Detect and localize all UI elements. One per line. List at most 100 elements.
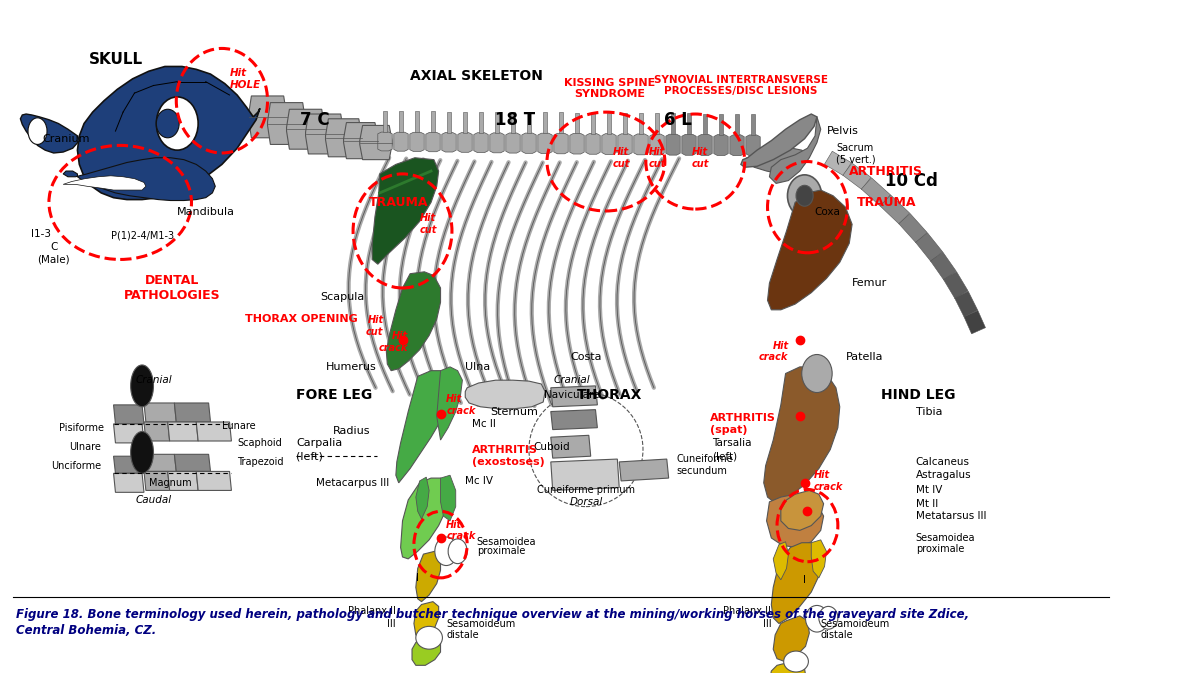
- Text: 7 C: 7 C: [300, 110, 330, 129]
- Polygon shape: [770, 117, 820, 184]
- Polygon shape: [306, 114, 344, 154]
- Text: P(1)2-4/M1-3: P(1)2-4/M1-3: [111, 230, 174, 241]
- Text: (left): (left): [297, 451, 322, 461]
- Polygon shape: [551, 459, 619, 491]
- Text: Naviculare: Naviculare: [544, 391, 599, 400]
- Text: Scaphoid: Scaphoid: [237, 438, 281, 448]
- Text: ARTHRITIS
(spat): ARTHRITIS (spat): [710, 413, 776, 435]
- Polygon shape: [78, 66, 260, 199]
- Polygon shape: [400, 478, 448, 559]
- Text: I: I: [417, 573, 419, 583]
- Text: Phalanx II: Phalanx II: [724, 606, 771, 616]
- Text: Dorsal: Dorsal: [570, 497, 603, 507]
- Polygon shape: [591, 112, 596, 134]
- Text: SYNOVIAL INTERTRANSVERSE
PROCESSES/DISC LESIONS: SYNOVIAL INTERTRANSVERSE PROCESSES/DISC …: [654, 75, 827, 97]
- Text: Scapula: Scapula: [320, 293, 365, 302]
- Text: Hit
cut: Hit cut: [366, 315, 384, 337]
- Polygon shape: [681, 135, 697, 155]
- Text: proximale: proximale: [477, 546, 525, 556]
- Text: Mandibula: Mandibula: [177, 207, 234, 217]
- Text: Metacarpus III: Metacarpus III: [315, 478, 390, 488]
- Text: secundum: secundum: [677, 466, 727, 476]
- Text: Sesamoidea: Sesamoidea: [916, 533, 976, 543]
- Text: Cuneiforme primum: Cuneiforme primum: [537, 486, 634, 495]
- Polygon shape: [431, 112, 435, 132]
- Polygon shape: [824, 151, 851, 176]
- Polygon shape: [174, 403, 211, 422]
- Polygon shape: [955, 291, 978, 317]
- Polygon shape: [426, 132, 440, 152]
- Text: Cuneiforme: Cuneiforme: [677, 454, 733, 464]
- Text: ARTHRITIS: ARTHRITIS: [850, 164, 923, 177]
- Polygon shape: [780, 491, 824, 531]
- Text: I: I: [803, 575, 806, 585]
- Polygon shape: [771, 543, 820, 624]
- Text: Hit
cut: Hit cut: [691, 147, 709, 168]
- Text: distale: distale: [446, 630, 479, 640]
- Polygon shape: [344, 123, 378, 159]
- Text: III: III: [387, 618, 395, 629]
- Text: TRAUMA: TRAUMA: [857, 196, 917, 209]
- Polygon shape: [719, 114, 723, 135]
- Polygon shape: [479, 112, 484, 132]
- Polygon shape: [633, 134, 649, 155]
- Text: Cuboid: Cuboid: [533, 442, 570, 452]
- Text: Patella: Patella: [845, 353, 883, 362]
- Polygon shape: [698, 135, 712, 155]
- Text: ARTHRITIS
(exostoses): ARTHRITIS (exostoses): [472, 446, 545, 467]
- Polygon shape: [415, 551, 440, 602]
- Ellipse shape: [805, 605, 829, 632]
- Text: (5 vert.): (5 vert.): [836, 155, 876, 165]
- Polygon shape: [746, 135, 760, 156]
- Polygon shape: [751, 114, 756, 135]
- Polygon shape: [197, 471, 232, 491]
- Polygon shape: [174, 454, 211, 471]
- Polygon shape: [687, 113, 691, 135]
- Ellipse shape: [131, 365, 153, 407]
- Text: Hit
crack: Hit crack: [814, 470, 844, 492]
- Polygon shape: [286, 109, 325, 149]
- Polygon shape: [880, 195, 910, 224]
- Ellipse shape: [131, 431, 153, 473]
- Polygon shape: [463, 112, 467, 132]
- Ellipse shape: [796, 186, 813, 206]
- Polygon shape: [899, 213, 927, 243]
- Polygon shape: [740, 114, 817, 167]
- Polygon shape: [440, 475, 455, 521]
- Polygon shape: [764, 367, 839, 504]
- Ellipse shape: [784, 651, 809, 672]
- Text: Unciforme: Unciforme: [51, 461, 101, 471]
- Polygon shape: [734, 114, 739, 135]
- Polygon shape: [441, 132, 457, 152]
- Polygon shape: [386, 272, 440, 371]
- Polygon shape: [862, 178, 891, 206]
- Text: Hit
HOLE: Hit HOLE: [230, 68, 261, 90]
- Polygon shape: [144, 471, 169, 491]
- Text: Magnum: Magnum: [149, 478, 192, 488]
- Text: Sacrum: Sacrum: [836, 144, 873, 153]
- Polygon shape: [931, 253, 956, 280]
- Polygon shape: [619, 459, 669, 481]
- Ellipse shape: [157, 109, 179, 138]
- Text: Sesamoideum: Sesamoideum: [446, 618, 516, 629]
- Text: Tibia: Tibia: [916, 406, 943, 417]
- Polygon shape: [490, 133, 504, 152]
- Polygon shape: [527, 112, 531, 133]
- Text: Mt IV: Mt IV: [916, 486, 942, 495]
- Text: THORAX OPENING: THORAX OPENING: [245, 315, 358, 324]
- Polygon shape: [944, 272, 967, 299]
- Polygon shape: [414, 111, 419, 132]
- Polygon shape: [559, 112, 563, 133]
- Polygon shape: [437, 367, 463, 440]
- Text: Calcaneus: Calcaneus: [916, 457, 970, 467]
- Text: TRAUMA: TRAUMA: [368, 196, 428, 209]
- Text: Astragalus: Astragalus: [916, 470, 971, 480]
- Text: III: III: [763, 618, 771, 629]
- Ellipse shape: [819, 607, 838, 629]
- Polygon shape: [412, 637, 440, 665]
- Polygon shape: [551, 435, 591, 458]
- Text: HIND LEG: HIND LEG: [882, 388, 956, 402]
- Polygon shape: [554, 133, 568, 154]
- Text: (Male): (Male): [38, 255, 69, 264]
- Polygon shape: [543, 112, 547, 133]
